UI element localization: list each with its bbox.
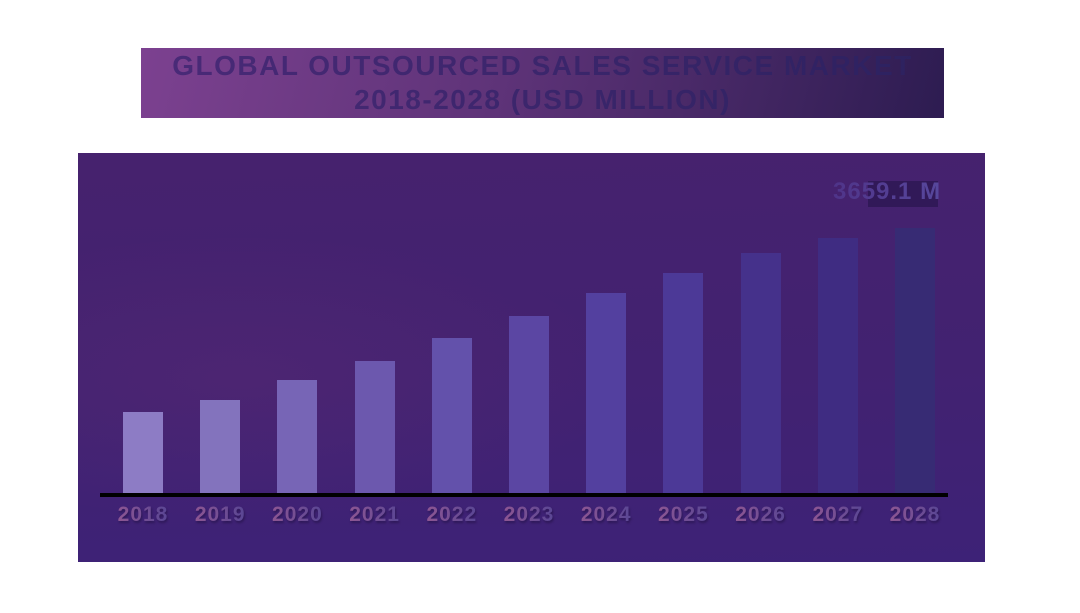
- bar-2026: [740, 253, 781, 493]
- peak-label-band: [868, 181, 938, 207]
- x-axis-line: [100, 493, 948, 497]
- title-banner: GLOBAL OUTSOURCED SALES SERVICE MARKET 2…: [141, 48, 944, 118]
- x-tick-2023: 2023: [491, 503, 567, 529]
- x-tick-2028: 2028: [877, 503, 953, 529]
- bar-2023: [509, 316, 549, 493]
- chart-panel: 3659.1 M 2018 2019 2020 2021 2022 2023 2024 202…: [78, 153, 985, 562]
- chart-title-line2: 2018-2028 (USD MILLION): [141, 83, 944, 117]
- x-tick-2020: 2020: [259, 503, 335, 529]
- bar-2022: [431, 338, 472, 493]
- x-tick-2024: 2024: [568, 503, 644, 529]
- bar-2025: [663, 273, 704, 493]
- bar-2024: [586, 293, 627, 493]
- peak-value-label: 3659.1 M: [833, 178, 1053, 208]
- x-tick-2021: 2021: [337, 503, 413, 529]
- x-tick-2019: 2019: [182, 503, 258, 529]
- x-tick-2026: 2026: [723, 503, 799, 529]
- bar-2021: [354, 361, 395, 493]
- bar-2028: [895, 228, 935, 493]
- x-tick-2025: 2025: [645, 503, 721, 529]
- x-tick-2018: 2018: [105, 503, 181, 529]
- x-tick-2022: 2022: [414, 503, 490, 529]
- x-tick-2027: 2027: [800, 503, 876, 529]
- bar-2027: [817, 238, 858, 493]
- bar-2018: [123, 412, 163, 493]
- bar-2020: [277, 380, 318, 493]
- bar-2019: [200, 400, 241, 493]
- chart-title-line1: GLOBAL OUTSOURCED SALES SERVICE MARKET: [141, 49, 944, 83]
